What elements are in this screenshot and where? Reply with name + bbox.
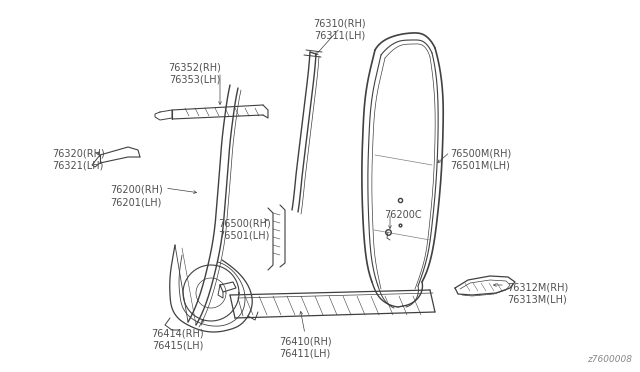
Text: 76320(RH)
76321(LH): 76320(RH) 76321(LH) xyxy=(52,148,105,170)
Text: 76200(RH)
76201(LH): 76200(RH) 76201(LH) xyxy=(110,185,163,208)
Text: 76310(RH)
76311(LH): 76310(RH) 76311(LH) xyxy=(314,18,366,41)
Text: 76500(RH)
76501(LH): 76500(RH) 76501(LH) xyxy=(218,218,271,240)
Text: z7600008: z7600008 xyxy=(587,355,632,364)
Text: 76200C: 76200C xyxy=(384,210,422,220)
Text: 76500M(RH)
76501M(LH): 76500M(RH) 76501M(LH) xyxy=(450,148,511,170)
Text: 76312M(RH)
76313M(LH): 76312M(RH) 76313M(LH) xyxy=(507,282,568,304)
Text: 76352(RH)
76353(LH): 76352(RH) 76353(LH) xyxy=(168,62,221,84)
Text: 76410(RH)
76411(LH): 76410(RH) 76411(LH) xyxy=(278,336,332,358)
Text: 76414(RH)
76415(LH): 76414(RH) 76415(LH) xyxy=(152,328,204,350)
